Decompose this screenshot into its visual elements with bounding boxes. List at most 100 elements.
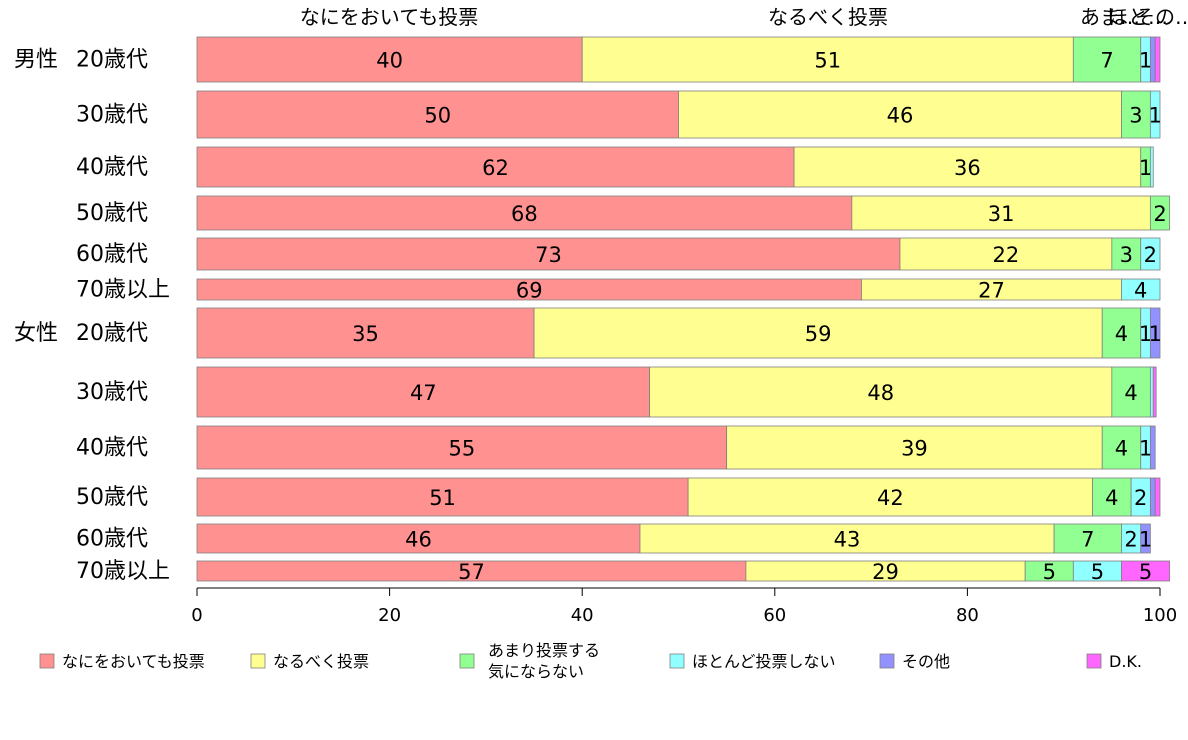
data-label: 27 — [978, 279, 1005, 303]
legend-swatch — [459, 653, 475, 669]
data-label: 42 — [877, 486, 904, 510]
data-label: 43 — [834, 528, 861, 552]
bar-segment — [726, 425, 1103, 470]
x-tick-label: 0 — [191, 605, 202, 626]
data-label: 31 — [988, 202, 1015, 226]
data-label: 4 — [1134, 279, 1147, 303]
bar-segment — [649, 366, 1113, 418]
data-label: 4 — [1124, 381, 1137, 405]
data-label: 1 — [1148, 322, 1161, 346]
category-label: 60歳代 — [76, 527, 148, 552]
bar-segment — [1149, 195, 1171, 231]
legend-swatch — [879, 653, 895, 669]
data-label: 7 — [1081, 528, 1094, 552]
x-tick-label: 40 — [571, 605, 594, 626]
top-label: その… — [1135, 5, 1188, 29]
category-label: 70歳以上 — [76, 559, 170, 584]
x-tick-label: 20 — [378, 605, 401, 626]
category-label: 40歳代 — [76, 155, 148, 180]
data-label: 2 — [1134, 486, 1147, 510]
data-label: 5 — [1091, 560, 1104, 584]
bar-segment — [1154, 477, 1161, 517]
data-label: 50 — [424, 104, 451, 128]
legend-swatch — [669, 653, 685, 669]
data-label: 46 — [405, 528, 432, 552]
bar-segment — [196, 523, 641, 554]
data-label: 1 — [1139, 49, 1152, 73]
data-label: 5 — [1139, 560, 1152, 584]
data-label: 62 — [482, 156, 509, 180]
data-label: 51 — [429, 486, 456, 510]
category-label: 60歳代 — [76, 242, 148, 267]
data-label: 47 — [410, 381, 437, 405]
legend-label: その他 — [902, 652, 950, 671]
data-label: 4 — [1105, 486, 1118, 510]
top-label: なにをおいても投票 — [300, 5, 478, 29]
data-label: 68 — [511, 202, 538, 226]
bar-segment — [196, 146, 795, 188]
bar-segment — [1154, 36, 1161, 83]
legend-label: あまり投票する — [488, 641, 600, 660]
data-label: 36 — [954, 156, 981, 180]
bar-segment — [1111, 366, 1151, 418]
category-label: 50歳代 — [76, 485, 148, 510]
bar-segment — [639, 523, 1055, 554]
bar-segment — [1121, 90, 1151, 139]
data-label: 1 — [1139, 156, 1152, 180]
bar-segment — [196, 366, 651, 418]
data-label: 51 — [814, 49, 841, 73]
group-label: 男性 — [14, 48, 58, 73]
bar-segment — [1111, 237, 1142, 271]
data-label: 2 — [1153, 202, 1166, 226]
bar-segment — [196, 36, 583, 83]
data-label: 57 — [458, 560, 485, 584]
legend-label: 気にならない — [488, 662, 584, 681]
legend-swatch — [39, 653, 55, 669]
category-label: 50歳代 — [76, 201, 148, 226]
category-label: 20歳代 — [76, 321, 148, 346]
data-label: 35 — [352, 322, 379, 346]
x-tick-label: 100 — [1143, 605, 1177, 626]
bar-segment — [1121, 560, 1171, 582]
bar-segment — [1149, 477, 1156, 517]
data-label: 46 — [887, 104, 914, 128]
bar-segment — [196, 425, 728, 470]
bar-segment — [1149, 90, 1161, 139]
legend-label: ほとんど投票しない — [692, 652, 836, 671]
data-label: 3 — [1129, 104, 1142, 128]
legend-swatch — [250, 653, 266, 669]
category-label: 30歳代 — [76, 103, 148, 128]
bar-segment — [851, 195, 1151, 231]
bar-segment — [1149, 366, 1154, 418]
data-label: 1 — [1139, 528, 1152, 552]
data-label: 3 — [1120, 243, 1133, 267]
bar-segment — [196, 195, 853, 231]
data-label: 69 — [516, 279, 543, 303]
data-label: 73 — [535, 243, 562, 267]
bar-segment — [1101, 425, 1142, 470]
data-label: 1 — [1139, 437, 1152, 461]
category-label: 70歳以上 — [76, 278, 170, 303]
data-label: 7 — [1100, 49, 1113, 73]
top-label: なるべく投票 — [768, 5, 888, 29]
bar-segment — [1140, 523, 1151, 554]
bar-segment — [1149, 146, 1154, 188]
bar-segment — [1092, 477, 1132, 517]
data-label: 59 — [805, 322, 832, 346]
data-label: 48 — [867, 381, 894, 405]
bar-segment — [1101, 307, 1142, 359]
x-tick-label: 80 — [956, 605, 979, 626]
legend-label: なるべく投票 — [273, 652, 369, 671]
legend-label: なにをおいても投票 — [62, 652, 205, 671]
category-label: 30歳代 — [76, 380, 148, 405]
bar-segment — [1149, 36, 1156, 83]
category-label: 40歳代 — [76, 436, 148, 461]
group-label: 女性 — [14, 321, 58, 346]
data-label: 4 — [1115, 437, 1128, 461]
legend-swatch — [1086, 653, 1102, 669]
bar-segment — [196, 307, 535, 359]
data-label: 22 — [993, 243, 1020, 267]
bar-segment — [1053, 523, 1122, 554]
